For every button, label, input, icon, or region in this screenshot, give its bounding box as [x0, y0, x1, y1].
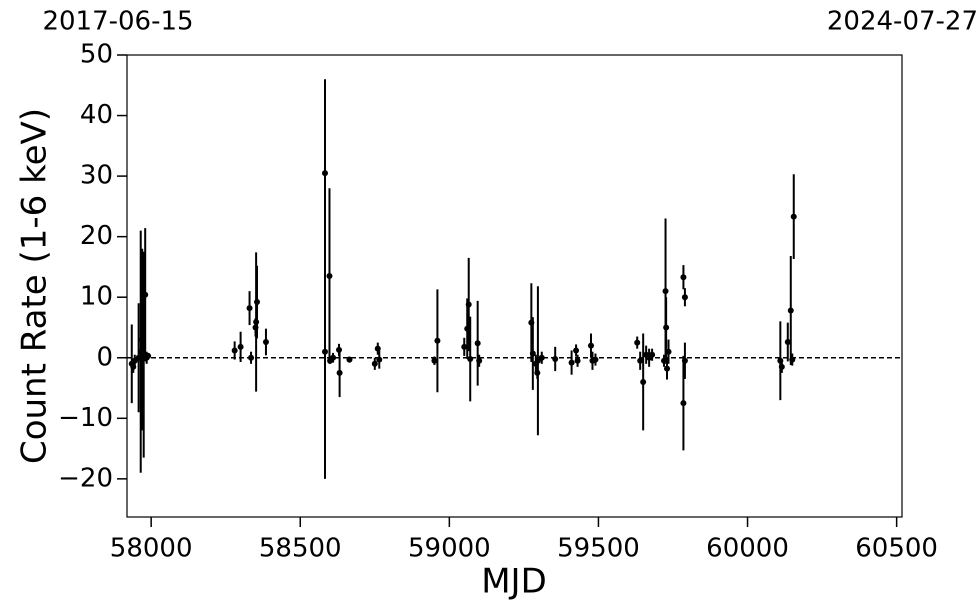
y-tick-label: −10 — [58, 403, 113, 433]
data-point — [246, 305, 253, 312]
y-tick-label: 50 — [80, 40, 113, 70]
data-point — [465, 301, 472, 308]
data-point — [663, 324, 670, 331]
data-point — [574, 357, 581, 364]
data-point — [778, 363, 785, 370]
data-point — [634, 339, 641, 346]
data-point — [680, 274, 687, 281]
data-point — [346, 356, 353, 363]
x-tick-label: 59000 — [408, 534, 491, 564]
data-point — [467, 355, 474, 362]
data-point — [680, 400, 687, 407]
data-point — [784, 339, 791, 346]
data-point — [681, 357, 688, 364]
data-point — [649, 351, 656, 358]
y-tick-label: −20 — [58, 463, 113, 493]
y-tick-label: 20 — [80, 221, 113, 251]
data-point — [145, 352, 152, 359]
y-axis-label: Count Rate (1-6 keV) — [15, 108, 55, 464]
data-point — [789, 356, 796, 363]
data-point — [374, 345, 381, 352]
y-tick-label: 40 — [80, 100, 113, 130]
y-tick-label: 0 — [96, 342, 113, 372]
data-point — [529, 350, 536, 357]
data-point — [665, 348, 672, 355]
x-tick-label: 60500 — [855, 534, 938, 564]
data-point — [552, 355, 559, 362]
data-point — [321, 170, 328, 177]
y-tick-label: 10 — [80, 282, 113, 312]
data-point — [476, 357, 483, 364]
data-point — [538, 354, 545, 361]
data-point — [336, 369, 343, 376]
data-point — [664, 365, 671, 372]
top-date-label: 2017-06-15 — [42, 7, 193, 37]
data-point — [330, 354, 337, 361]
plot-frame — [126, 54, 903, 518]
data-point — [573, 347, 580, 354]
x-tick-label: 58000 — [110, 534, 193, 564]
data-point — [142, 291, 149, 298]
data-point — [681, 294, 688, 301]
data-point — [474, 340, 481, 347]
data-point — [662, 288, 669, 295]
data-point — [461, 343, 468, 350]
data-point — [321, 348, 328, 355]
data-point — [253, 319, 260, 326]
data-point — [787, 307, 794, 314]
data-point — [326, 273, 333, 280]
data-point — [637, 357, 644, 364]
data-point — [568, 359, 575, 366]
top-date-label: 2024-07-27 — [827, 7, 978, 37]
x-tick-label: 60000 — [706, 534, 789, 564]
data-point — [640, 378, 647, 385]
data-point — [587, 342, 594, 349]
data-point — [237, 343, 244, 350]
data-point — [431, 357, 438, 364]
data-point — [262, 339, 269, 346]
x-tick-label: 58500 — [259, 534, 342, 564]
data-point — [248, 354, 255, 361]
data-point — [592, 356, 599, 363]
data-point — [376, 356, 383, 363]
y-tick-label: 30 — [80, 161, 113, 191]
x-tick-label: 59500 — [557, 534, 640, 564]
data-point — [371, 360, 378, 367]
data-point — [434, 337, 441, 344]
data-point — [790, 213, 797, 220]
data-point — [231, 347, 238, 354]
x-axis-label: MJD — [481, 562, 547, 602]
